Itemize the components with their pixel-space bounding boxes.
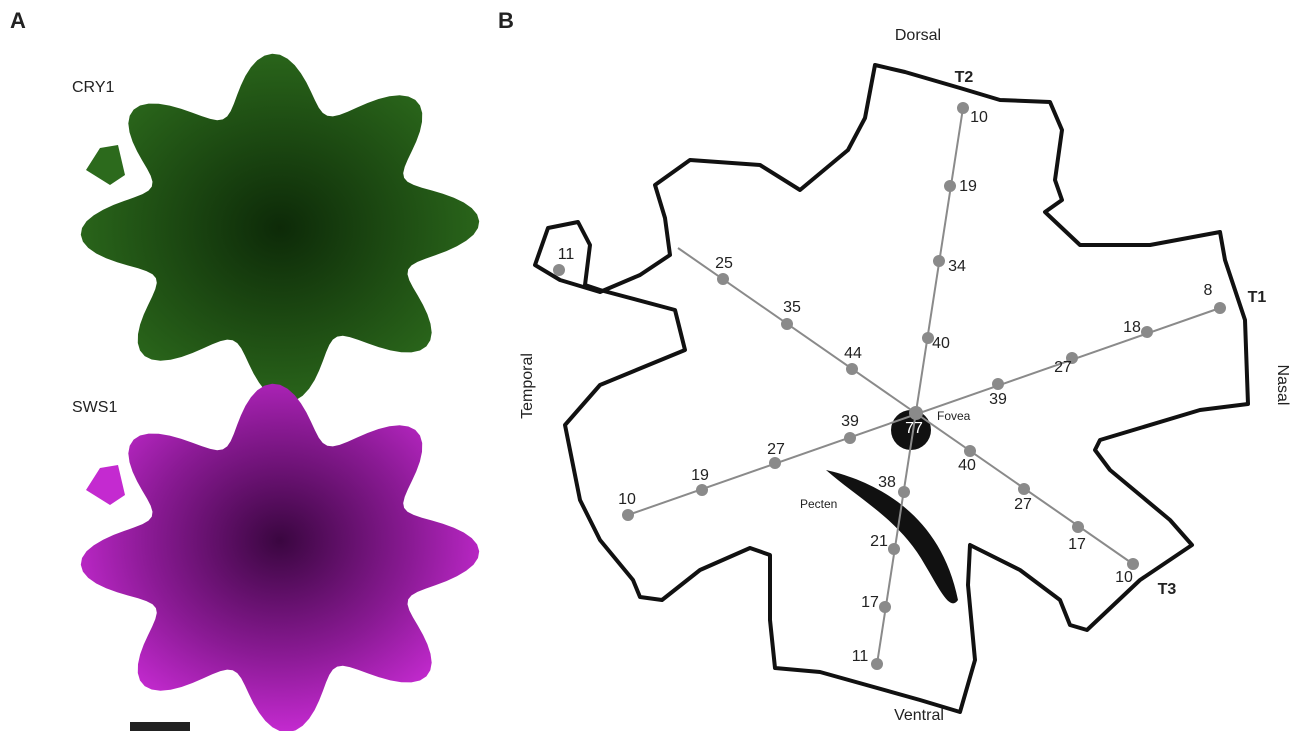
density-value: 11 bbox=[558, 246, 575, 263]
direction-label: Nasal bbox=[1274, 365, 1291, 406]
density-value: 27 bbox=[1054, 359, 1072, 376]
density-value: 19 bbox=[959, 178, 977, 195]
sample-point bbox=[944, 180, 956, 192]
sample-point bbox=[1127, 558, 1139, 570]
sample-point bbox=[622, 509, 634, 521]
density-value: 38 bbox=[878, 474, 896, 491]
density-value: 27 bbox=[767, 441, 785, 458]
density-value: 19 bbox=[691, 467, 709, 484]
density-value: 39 bbox=[989, 391, 1007, 408]
fovea-label: Fovea bbox=[937, 409, 971, 423]
transects: T2 10 19 34 40 38 21 17 11 T1 8 18 27 39 39 27 19 10 T3 10 1… bbox=[553, 69, 1266, 670]
density-value: 8 bbox=[1204, 282, 1213, 299]
sample-point bbox=[553, 264, 565, 276]
sample-point bbox=[769, 457, 781, 469]
retina-flap bbox=[86, 145, 125, 185]
density-value: 11 bbox=[852, 648, 869, 665]
sample-point bbox=[696, 484, 708, 496]
retina-outline bbox=[535, 65, 1248, 712]
density-value: 10 bbox=[1115, 569, 1133, 586]
image-label: SWS1 bbox=[72, 399, 117, 416]
density-value: 10 bbox=[618, 491, 636, 508]
scale-bar bbox=[130, 722, 190, 731]
transect-name: T1 bbox=[1248, 289, 1267, 306]
sample-point bbox=[1141, 326, 1153, 338]
density-value: 35 bbox=[783, 299, 801, 316]
sample-point bbox=[846, 363, 858, 375]
sample-point bbox=[1214, 302, 1226, 314]
transect-name: T2 bbox=[955, 69, 974, 86]
transect-name: T3 bbox=[1158, 581, 1177, 598]
density-value: 18 bbox=[1123, 319, 1141, 336]
density-value: 10 bbox=[970, 109, 988, 126]
page: {"panel_a":{"label":"A","images":[{"labe… bbox=[0, 0, 1298, 731]
sample-point bbox=[1018, 483, 1030, 495]
figure: A B CRY1 SWS1 T2 10 19 34 40 38 21 17 11 T1 8 18 27 3… bbox=[0, 0, 1298, 731]
density-value: 44 bbox=[844, 345, 862, 362]
pecten-label: Pecten bbox=[800, 497, 837, 511]
density-value: 39 bbox=[841, 413, 859, 430]
density-value: 25 bbox=[715, 255, 733, 272]
sample-point bbox=[933, 255, 945, 267]
image-label: CRY1 bbox=[72, 79, 114, 96]
fovea-point bbox=[909, 406, 923, 420]
sample-point bbox=[964, 445, 976, 457]
sample-point bbox=[879, 601, 891, 613]
panel-label: A bbox=[10, 8, 26, 33]
density-value: 34 bbox=[948, 258, 966, 275]
fovea-value: 77 bbox=[905, 420, 923, 437]
sample-point bbox=[781, 318, 793, 330]
density-value: 21 bbox=[870, 533, 888, 550]
sample-point bbox=[717, 273, 729, 285]
sample-point bbox=[1072, 521, 1084, 533]
sample-point bbox=[844, 432, 856, 444]
retina-flap bbox=[86, 465, 125, 505]
sample-point bbox=[992, 378, 1004, 390]
sample-point bbox=[871, 658, 883, 670]
retina-image bbox=[81, 54, 479, 403]
density-value: 17 bbox=[1068, 536, 1086, 553]
sample-point bbox=[898, 486, 910, 498]
retina-image bbox=[81, 384, 479, 731]
direction-label: Temporal bbox=[519, 353, 536, 419]
density-value: 17 bbox=[861, 594, 879, 611]
density-value: 40 bbox=[958, 457, 976, 474]
direction-label: Ventral bbox=[894, 707, 944, 724]
density-value: 40 bbox=[932, 335, 950, 352]
direction-label: Dorsal bbox=[895, 27, 941, 44]
density-value: 27 bbox=[1014, 496, 1032, 513]
panel-label: B bbox=[498, 8, 514, 33]
sample-point bbox=[957, 102, 969, 114]
sample-point bbox=[888, 543, 900, 555]
